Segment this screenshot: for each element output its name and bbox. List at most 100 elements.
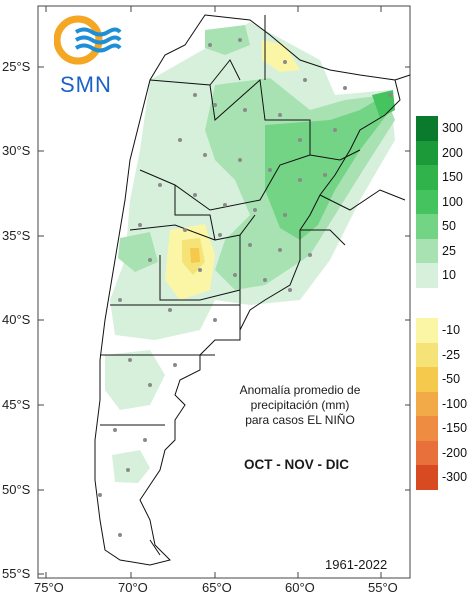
legend-swatch-positive: [416, 116, 438, 141]
anomaly-area-north-dry: [262, 40, 300, 72]
latitude-label: 50°S: [2, 482, 31, 497]
anomaly-area-50: [265, 95, 392, 240]
station: [253, 208, 257, 212]
latitude-label: 45°S: [2, 397, 31, 412]
legend-label: -10: [442, 323, 461, 337]
map-caption: Anomalía promedio de precipitación (mm) …: [220, 383, 380, 428]
legend-label: -150: [442, 421, 468, 435]
station: [243, 108, 247, 112]
station: [263, 278, 267, 282]
legend-swatch-positive: [416, 263, 438, 288]
anomaly-area-west-25: [118, 232, 158, 272]
legend-label: -50: [442, 372, 461, 386]
station: [118, 298, 122, 302]
legend-swatch-negative: [416, 465, 438, 490]
station: [158, 183, 162, 187]
legend-swatch-negative: [416, 416, 438, 441]
station: [333, 128, 337, 132]
smn-logo: [54, 15, 122, 65]
station: [148, 383, 152, 387]
logo-text: SMN: [60, 72, 112, 97]
station: [238, 158, 242, 162]
station: [288, 288, 292, 292]
station: [193, 93, 197, 97]
longitude-label: 65°O: [202, 580, 232, 595]
station: [213, 318, 217, 322]
station: [183, 228, 187, 232]
province-lines: [100, 59, 311, 556]
station: [193, 193, 197, 197]
station: [143, 438, 147, 442]
legend-swatch-positive: [416, 238, 438, 263]
legend-swatch-positive: [416, 189, 438, 214]
station: [323, 173, 327, 177]
station: [278, 248, 282, 252]
legend-swatch-negative: [416, 391, 438, 416]
latitude-label: 35°S: [2, 228, 31, 243]
legend-swatch-negative: [416, 342, 438, 367]
station: [298, 138, 302, 142]
legend-swatch-positive: [416, 165, 438, 190]
legend-swatch-negative: [416, 367, 438, 392]
legend-swatch-positive: [416, 140, 438, 165]
station: [168, 308, 172, 312]
sun-icon: [54, 15, 103, 65]
anomaly-area-dry-50: [190, 248, 200, 263]
legend-label: 200: [442, 145, 463, 160]
legend-label: 100: [442, 194, 463, 209]
station: [248, 243, 252, 247]
station: [233, 273, 237, 277]
longitude-label: 75°O: [34, 580, 64, 595]
legend-swatch-negative: [416, 318, 438, 343]
legend-label: -200: [442, 445, 468, 460]
station: [308, 253, 312, 257]
station: [148, 258, 152, 262]
legend-swatch-positive: [416, 214, 438, 239]
anomaly-area-south: [112, 450, 150, 483]
boundaries: [94, 14, 411, 566]
axis-ticks: [38, 6, 410, 578]
station: [218, 233, 222, 237]
legend-label: 50: [442, 219, 456, 233]
station: [298, 178, 302, 182]
station: [113, 428, 117, 432]
station: [118, 533, 122, 537]
latitude-label: 30°S: [2, 143, 31, 158]
longitude-label: 70°O: [118, 580, 148, 595]
longitude-label: 60°O: [285, 580, 315, 595]
legend-swatch-negative: [416, 440, 438, 465]
latitude-label: 40°S: [2, 312, 31, 327]
caption-line: Anomalía promedio de: [239, 383, 361, 397]
caption-line: precipitación (mm): [250, 398, 350, 412]
station: [238, 38, 242, 42]
station: [198, 268, 202, 272]
anomaly-area-patagonia: [105, 350, 165, 410]
station: [343, 86, 347, 90]
station: [388, 93, 392, 97]
neighbor-borders: [264, 15, 411, 246]
latitude-label: 55°S: [2, 566, 31, 581]
station: [208, 43, 212, 47]
legend-label: -300: [442, 470, 468, 484]
station: [268, 168, 272, 172]
anomaly-shading: [105, 22, 395, 483]
station: [278, 113, 282, 117]
legend-label: 25: [442, 243, 456, 258]
legend-label: 300: [442, 121, 463, 135]
station: [213, 103, 217, 107]
period-label: 1961-2022: [325, 557, 388, 572]
waves-icon: [74, 27, 122, 53]
station: [283, 60, 287, 64]
season-label: OCT - NOV - DIC: [244, 457, 349, 472]
legend-label: -25: [442, 347, 461, 362]
legend-label: -100: [442, 396, 468, 411]
station: [303, 78, 307, 82]
longitude-label: 55°O: [368, 580, 398, 595]
station: [173, 363, 177, 367]
legend-label: 10: [442, 268, 456, 282]
anomaly-area-northwest-25: [205, 25, 250, 55]
station: [178, 138, 182, 142]
caption-line: para casos EL NIÑO: [245, 413, 355, 427]
station: [128, 358, 132, 362]
station: [126, 468, 130, 472]
